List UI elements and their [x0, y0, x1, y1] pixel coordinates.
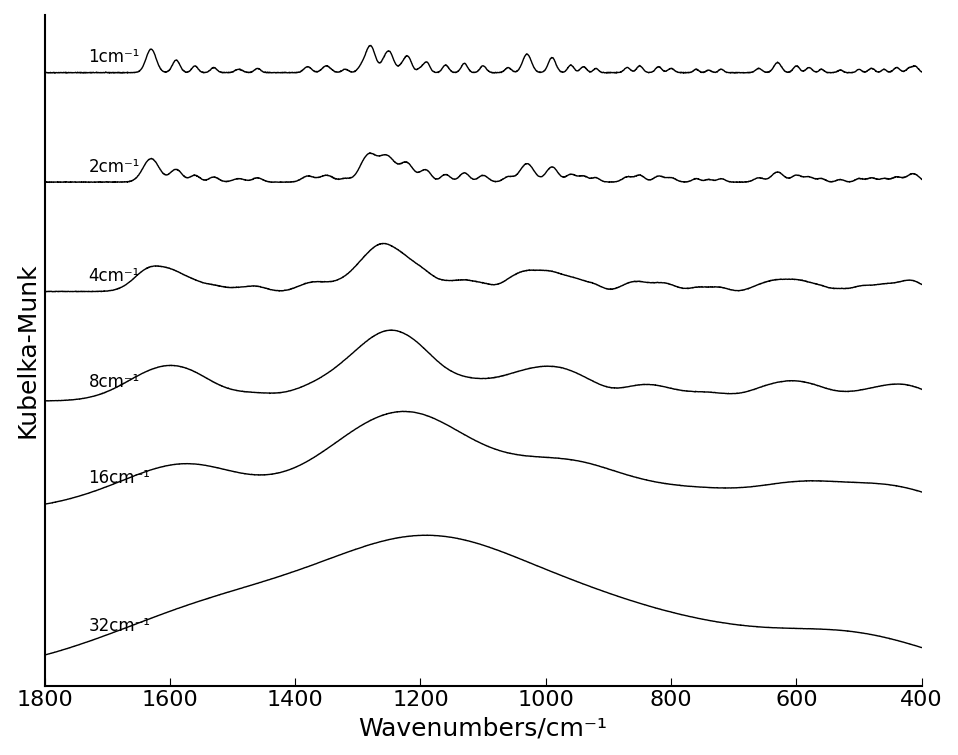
X-axis label: Wavenumbers/cm⁻¹: Wavenumbers/cm⁻¹ [358, 716, 607, 740]
Text: 16cm⁻¹: 16cm⁻¹ [88, 470, 150, 487]
Y-axis label: Kubelka-Munk: Kubelka-Munk [15, 263, 39, 438]
Text: 8cm⁻¹: 8cm⁻¹ [88, 373, 140, 391]
Text: 2cm⁻¹: 2cm⁻¹ [88, 158, 140, 176]
Text: 32cm⁻¹: 32cm⁻¹ [88, 618, 150, 636]
Text: 4cm⁻¹: 4cm⁻¹ [88, 267, 140, 285]
Text: 1cm⁻¹: 1cm⁻¹ [88, 48, 140, 66]
